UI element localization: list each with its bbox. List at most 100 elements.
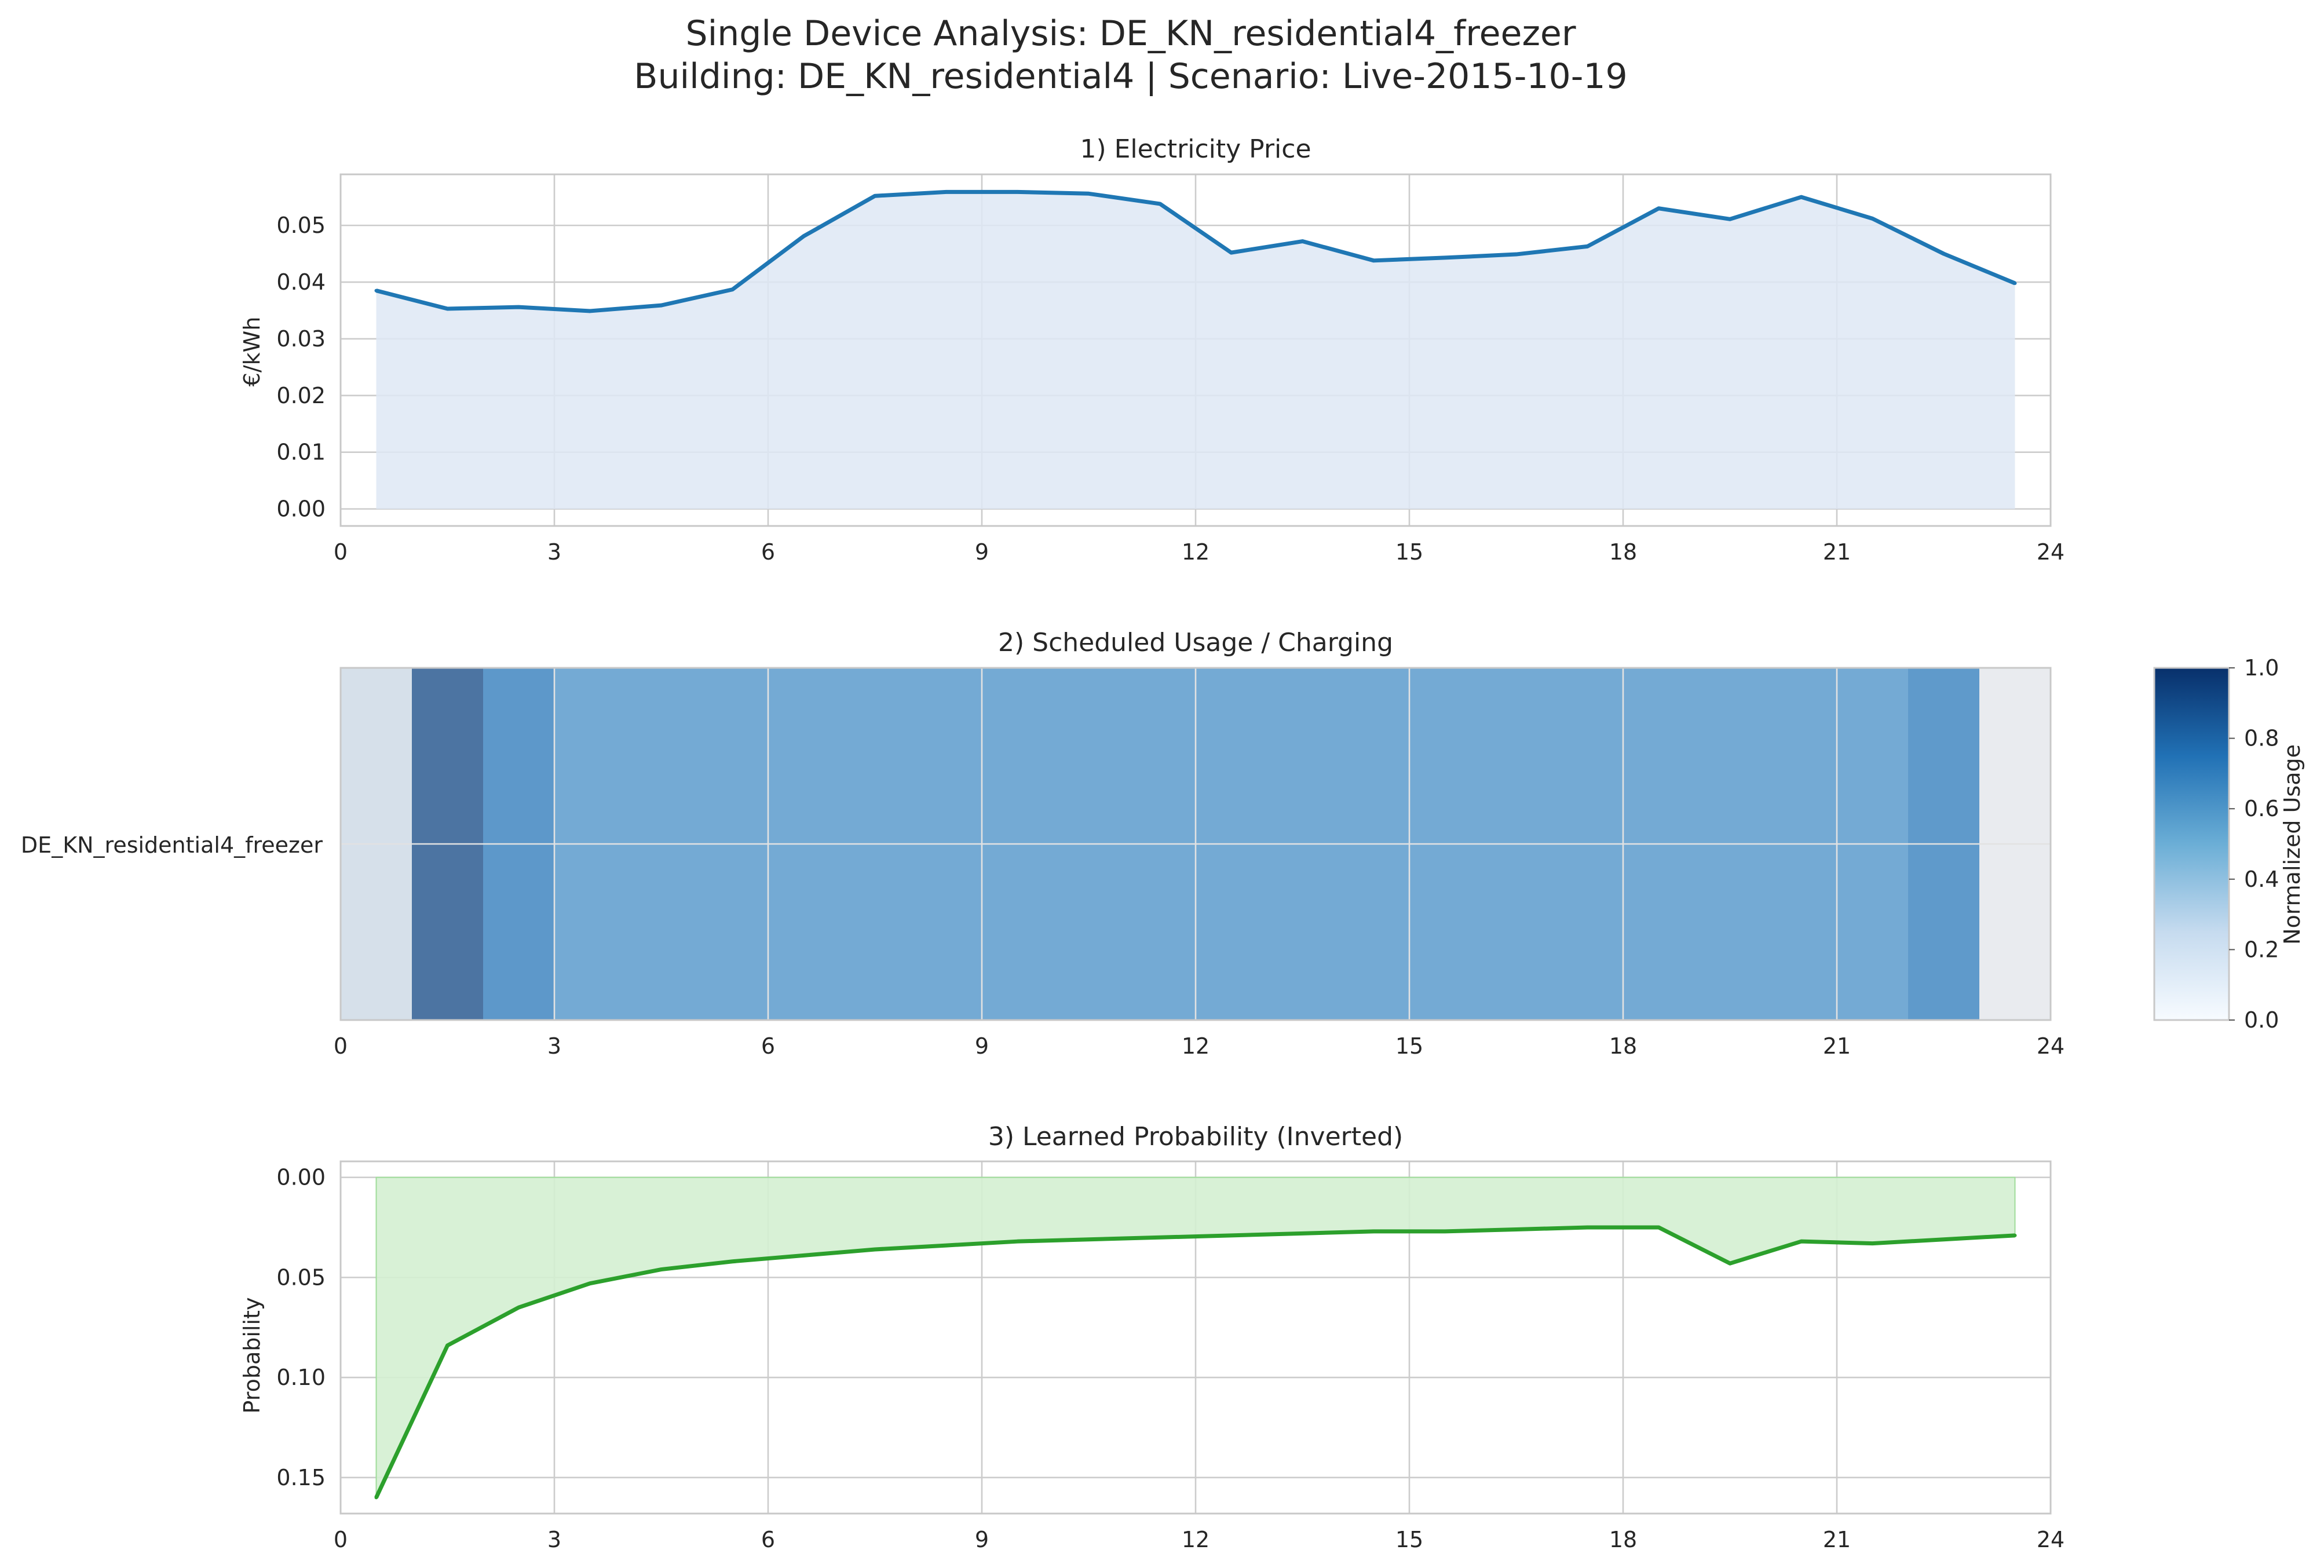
probability-x-tick-label: 0 [334, 1527, 348, 1552]
price-y-tick-label: 0.00 [276, 496, 326, 522]
price-point [1229, 251, 1233, 255]
colorbar-tick-label: 0.6 [2244, 796, 2279, 821]
usage-panel-title: 2) Scheduled Usage / Charging [998, 628, 1393, 657]
probability-x-tick-label: 18 [1609, 1527, 1637, 1552]
price-y-tick-label: 0.03 [276, 326, 326, 352]
heatmap-x-tick-label: 9 [975, 1033, 989, 1059]
price-y-tick-label: 0.04 [276, 269, 326, 295]
price-point [1728, 217, 1732, 221]
probability-x-tick-label: 6 [761, 1527, 775, 1552]
price-point [588, 309, 592, 313]
probability-point [2013, 1233, 2017, 1237]
probability-point [1158, 1236, 1162, 1240]
price-x-tick-label: 3 [547, 539, 561, 565]
probability-point [445, 1343, 450, 1347]
probability-point [1443, 1229, 1447, 1233]
price-point [1300, 239, 1304, 243]
heatmap-x-tick-label: 0 [334, 1033, 348, 1059]
probability-point [730, 1259, 735, 1263]
price-point [1799, 195, 1803, 199]
probability-point [1942, 1237, 1946, 1241]
price-x-tick-label: 15 [1395, 539, 1423, 565]
price-point [517, 305, 521, 309]
figure-title-line2: Building: DE_KN_residential4 | Scenario:… [634, 56, 1627, 97]
price-x-tick-label: 24 [2037, 539, 2064, 565]
heatmap-row-label: DE_KN_residential4_freezer [21, 832, 323, 858]
colorbar-tick-label: 0.8 [2244, 726, 2279, 751]
probability-point [1015, 1240, 1020, 1244]
price-line [375, 189, 2016, 313]
probability-point [1087, 1237, 1091, 1241]
probability-point [1300, 1231, 1304, 1236]
heatmap-x-tick-label: 15 [1395, 1033, 1423, 1059]
price-x-tick-label: 21 [1823, 539, 1851, 565]
colorbar-label: Normalized Usage [2279, 744, 2305, 945]
price-plot-frame [339, 173, 2052, 527]
probability-point [873, 1248, 877, 1251]
probability-x-tick-label: 3 [547, 1527, 561, 1552]
probability-x-tick-label: 9 [975, 1527, 989, 1552]
probability-y-axis-label: Probability [239, 1297, 265, 1414]
colorbar: Normalized Usage 0.0 0.2 0.4 0.6 0.8 1.0 [2153, 655, 2305, 1033]
price-point [730, 287, 735, 291]
price-y-tick-label: 0.05 [276, 213, 326, 238]
heatmap-x-tick-label: 24 [2037, 1033, 2064, 1059]
price-point [1087, 192, 1091, 196]
price-point [1372, 258, 1376, 262]
price-point [2013, 281, 2017, 285]
probability-point [802, 1253, 806, 1258]
price-panel-title: 1) Electricity Price [1080, 134, 1311, 164]
probability-x-tick-label: 15 [1395, 1527, 1423, 1552]
probability-point [1372, 1229, 1376, 1233]
price-point [802, 234, 806, 238]
price-point [1443, 255, 1447, 259]
heatmap-x-tick-label: 18 [1609, 1033, 1637, 1059]
heatmap-plot-frame [339, 667, 2052, 1021]
price-point [445, 307, 450, 311]
probability-point [1728, 1262, 1732, 1266]
price-y-tick-label: 0.02 [276, 383, 326, 408]
price-point [1585, 244, 1589, 248]
heatmap-x-tick-label: 12 [1182, 1033, 1209, 1059]
heatmap-x-tick-label: 6 [761, 1033, 775, 1059]
probability-point [1799, 1240, 1803, 1244]
heatmap-x-tick-label: 3 [547, 1033, 561, 1059]
probability-line [374, 1225, 2015, 1498]
probability-panel-title: 3) Learned Probability (Inverted) [988, 1122, 1403, 1152]
probability-x-tick-label: 12 [1182, 1527, 1209, 1552]
price-point [659, 304, 663, 308]
probability-plot-frame [339, 1160, 2052, 1515]
price-point [1942, 252, 1946, 256]
price-x-tick-label: 12 [1182, 539, 1209, 565]
price-point [1158, 202, 1162, 206]
price-y-tick-label: 0.01 [276, 440, 326, 465]
probability-point [588, 1281, 592, 1285]
price-x-tick-label: 6 [761, 539, 775, 565]
heatmap-x-tick-label: 21 [1823, 1033, 1851, 1059]
colorbar-tick-label: 1.0 [2244, 655, 2279, 681]
probability-point [944, 1244, 948, 1248]
price-point [873, 194, 877, 198]
probability-x-tick-label: 24 [2037, 1527, 2064, 1552]
colorbar-tick-label: 0.4 [2244, 867, 2279, 892]
price-point [1870, 217, 1874, 221]
colorbar-tick-label: 0.2 [2244, 937, 2279, 962]
probability-y-tick-label: 0.10 [276, 1365, 326, 1390]
price-point [1514, 253, 1518, 257]
probability-x-tick-label: 21 [1823, 1527, 1851, 1552]
probability-point [1585, 1226, 1589, 1229]
price-y-axis-label: €/kWh [239, 317, 265, 387]
probability-point [517, 1306, 521, 1310]
colorbar-bar [2153, 667, 2230, 1021]
price-area-fill [376, 192, 2015, 509]
probability-point [1870, 1241, 1874, 1245]
probability-point [1229, 1233, 1233, 1237]
price-x-tick-label: 18 [1609, 539, 1637, 565]
price-x-tick-label: 9 [975, 539, 989, 565]
probability-point [1514, 1227, 1518, 1231]
price-panel: 1) Electricity Price €/kWh 0.00 0.01 0.02 0… [239, 134, 2064, 565]
probability-y-tick-label: 0.15 [276, 1465, 326, 1490]
probability-y-tick-label: 0.00 [276, 1165, 326, 1190]
probability-point [659, 1267, 663, 1271]
